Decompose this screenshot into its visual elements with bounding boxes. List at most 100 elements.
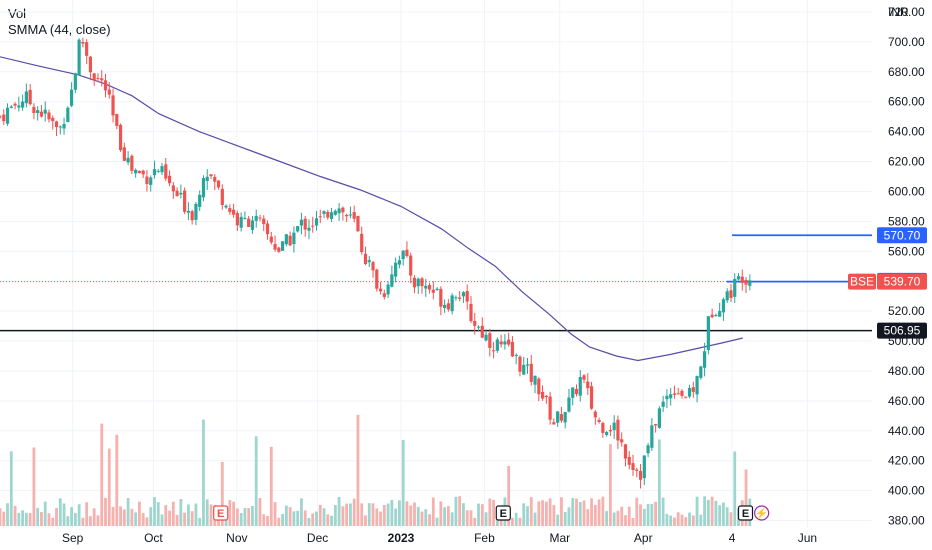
candle-body — [665, 395, 669, 400]
volume-bar — [17, 512, 21, 526]
volume-bar — [322, 508, 326, 526]
smma-line — [0, 56, 743, 362]
candle-body — [684, 396, 688, 398]
volume-bar — [386, 503, 390, 526]
candle-body — [171, 185, 175, 192]
candle-body — [134, 169, 138, 174]
x-tick-label: Feb — [474, 531, 495, 545]
volume-bar — [300, 498, 303, 526]
volume-bar — [2, 511, 6, 526]
volume-bar — [661, 497, 665, 526]
volume-bar — [379, 511, 382, 526]
candle-body — [247, 218, 251, 228]
candle-body — [194, 203, 198, 220]
candle-body — [563, 412, 567, 423]
candle-body — [265, 223, 270, 235]
volume-bar — [699, 514, 703, 526]
candle-body — [258, 217, 262, 219]
volume-bar — [560, 497, 563, 526]
volume-bar — [145, 517, 149, 526]
volume-bar — [416, 506, 420, 526]
volume-bar — [81, 517, 85, 526]
volume-bar — [183, 512, 187, 526]
volume-bar — [654, 501, 658, 526]
volume-bar — [73, 512, 77, 526]
dividend-marker — [754, 505, 770, 521]
candle-body — [356, 215, 360, 232]
volume-bar — [650, 503, 654, 526]
volume-bar — [202, 419, 205, 526]
candle-body — [578, 376, 582, 396]
volume-bar — [375, 508, 379, 526]
event-markers[interactable]: E E E ⚡ — [213, 505, 770, 521]
candle-body — [314, 218, 319, 226]
candlesticks — [0, 37, 752, 489]
y-tick-label: 440.00 — [888, 424, 925, 438]
candle-body — [654, 424, 658, 426]
volume-bar — [729, 512, 733, 526]
volume-bar — [691, 515, 695, 526]
volume-bar — [706, 500, 710, 526]
candle-body — [2, 114, 6, 122]
candle-body — [586, 381, 590, 389]
candle-body — [623, 444, 628, 459]
volume-bar — [484, 512, 488, 526]
volume-bar — [292, 511, 296, 526]
candle-body — [209, 174, 213, 177]
candle-body — [571, 387, 575, 398]
volume-bars — [0, 414, 752, 526]
volume-bar — [424, 509, 428, 526]
candle-body — [32, 106, 36, 114]
volume-bar — [541, 500, 544, 526]
y-tick-label: 520.00 — [888, 304, 925, 318]
candle-body — [431, 289, 435, 293]
candle-body — [130, 155, 134, 171]
volume-bar — [518, 517, 522, 526]
candle-body — [476, 326, 481, 328]
candle-body — [58, 126, 62, 128]
volume-bar — [612, 512, 616, 526]
earnings-marker-label: E — [742, 508, 749, 520]
symbol-tag — [848, 273, 876, 290]
volume-bar — [420, 511, 424, 526]
candle-body — [307, 227, 311, 231]
earnings-marker-label: E — [217, 508, 224, 520]
volume-bar — [77, 504, 81, 526]
volume-bar — [458, 496, 462, 526]
candle-body — [54, 121, 59, 128]
volume-bar — [307, 517, 311, 526]
volume-bar — [397, 500, 401, 526]
volume-bar — [28, 513, 32, 526]
volume-bar — [126, 498, 130, 526]
candle-body — [503, 341, 507, 345]
candle-body — [118, 124, 123, 151]
candle-body — [450, 295, 454, 312]
candle-body — [77, 39, 81, 76]
candle-body — [650, 425, 654, 448]
volume-bar — [605, 511, 609, 526]
volume-bar — [318, 504, 322, 526]
candle-body — [454, 297, 458, 299]
candle-body — [680, 390, 684, 396]
volume-bar — [382, 504, 386, 526]
volume-bar — [413, 502, 416, 526]
candle-body — [729, 290, 733, 298]
volume-bar — [356, 414, 360, 526]
legend-volume: Vol — [8, 6, 27, 21]
volume-bar — [477, 503, 480, 526]
volume-bar — [684, 517, 688, 526]
candle-body — [269, 236, 273, 243]
candle-body — [725, 291, 729, 301]
candle-body — [548, 396, 552, 420]
candle-body — [424, 285, 428, 289]
candle-body — [427, 285, 432, 290]
candle-body — [718, 311, 722, 317]
volume-bar — [548, 498, 552, 526]
candle-body — [190, 211, 194, 221]
dividend-marker-label: ⚡ — [755, 507, 769, 520]
candle-body — [574, 388, 579, 395]
volume-bar — [164, 505, 168, 526]
volume-bar — [153, 497, 156, 526]
price-levels — [0, 234, 872, 332]
